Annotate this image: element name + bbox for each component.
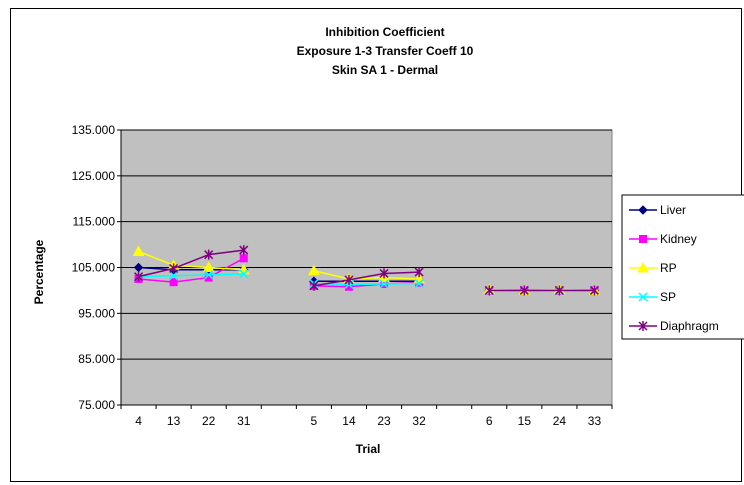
x-tick-label: 32 <box>412 414 426 428</box>
data-point <box>169 263 179 274</box>
x-tick-label: 23 <box>377 414 391 428</box>
data-point <box>239 269 249 279</box>
legend-marker <box>638 205 648 215</box>
data-point <box>308 264 320 276</box>
legend-label: Kidney <box>660 232 697 246</box>
data-point <box>133 262 144 273</box>
legend-item: SP <box>629 290 676 304</box>
x-tick-label: 31 <box>237 414 251 428</box>
series-line <box>138 266 244 271</box>
data-point <box>239 254 248 263</box>
data-point <box>169 278 178 287</box>
chart-title-line-1: Inhibition Coefficient <box>325 25 444 39</box>
data-point <box>554 285 564 296</box>
data-point <box>204 270 214 280</box>
data-point <box>414 279 424 289</box>
x-tick-label: 4 <box>135 414 142 428</box>
legend-marker <box>637 261 649 273</box>
legend: Liver Kidney RP SP Diaphragm <box>621 194 744 340</box>
x-tick-label: 15 <box>518 414 532 428</box>
data-point <box>414 267 424 278</box>
chart-title-line-3: Skin SA 1 - Dermal <box>332 63 438 77</box>
series-line <box>313 271 420 287</box>
data-point <box>309 280 319 291</box>
data-point <box>132 245 145 256</box>
series-line <box>313 269 420 280</box>
y-tick-label: 115.000 <box>73 215 116 229</box>
series-diaphragm <box>134 245 599 296</box>
y-axis-title: Percentage <box>32 239 46 304</box>
data-point <box>202 261 215 272</box>
x-tick-label: 22 <box>202 414 216 428</box>
data-point <box>484 285 494 296</box>
y-tick-label: 75.000 <box>78 398 115 412</box>
legend-marker <box>638 321 648 331</box>
series-line <box>138 250 244 271</box>
legend-label: Diaphragm <box>660 319 719 333</box>
y-tick-label: 95.000 <box>78 306 115 320</box>
data-point <box>239 245 249 256</box>
legend-label: RP <box>660 261 677 275</box>
legend-marker <box>638 292 648 302</box>
series-line <box>138 273 244 278</box>
series-line <box>138 249 244 278</box>
data-point <box>519 285 529 296</box>
series-line <box>313 282 420 286</box>
legend-item: Liver <box>629 203 686 217</box>
legend-item: Diaphragm <box>629 319 719 333</box>
chart-title-line-2: Exposure 1-3 Transfer Coeff 10 <box>297 44 474 58</box>
data-point <box>379 268 389 279</box>
y-tick-label: 125.000 <box>72 169 116 183</box>
x-tick-label: 33 <box>588 414 602 428</box>
legend-label: SP <box>660 290 676 304</box>
legend-item: Kidney <box>629 232 697 246</box>
data-point <box>589 285 599 296</box>
data-point <box>204 249 214 260</box>
x-tick-label: 6 <box>486 414 493 428</box>
x-tick-label: 5 <box>311 414 318 428</box>
data-point <box>379 279 389 289</box>
x-axis-title: Trial <box>356 442 381 456</box>
y-tick-label: 105.000 <box>72 261 116 275</box>
x-tick-label: 14 <box>342 414 356 428</box>
data-point <box>344 274 354 285</box>
x-tick-label: 13 <box>167 414 181 428</box>
legend-item: RP <box>629 261 677 275</box>
x-tick-label: 24 <box>553 414 567 428</box>
legend-marker <box>639 235 647 243</box>
legend-label: Liver <box>660 203 686 217</box>
data-point <box>134 271 144 282</box>
y-tick-label: 135.000 <box>72 123 116 137</box>
data-point <box>169 271 179 281</box>
y-tick-label: 85.000 <box>78 352 115 366</box>
